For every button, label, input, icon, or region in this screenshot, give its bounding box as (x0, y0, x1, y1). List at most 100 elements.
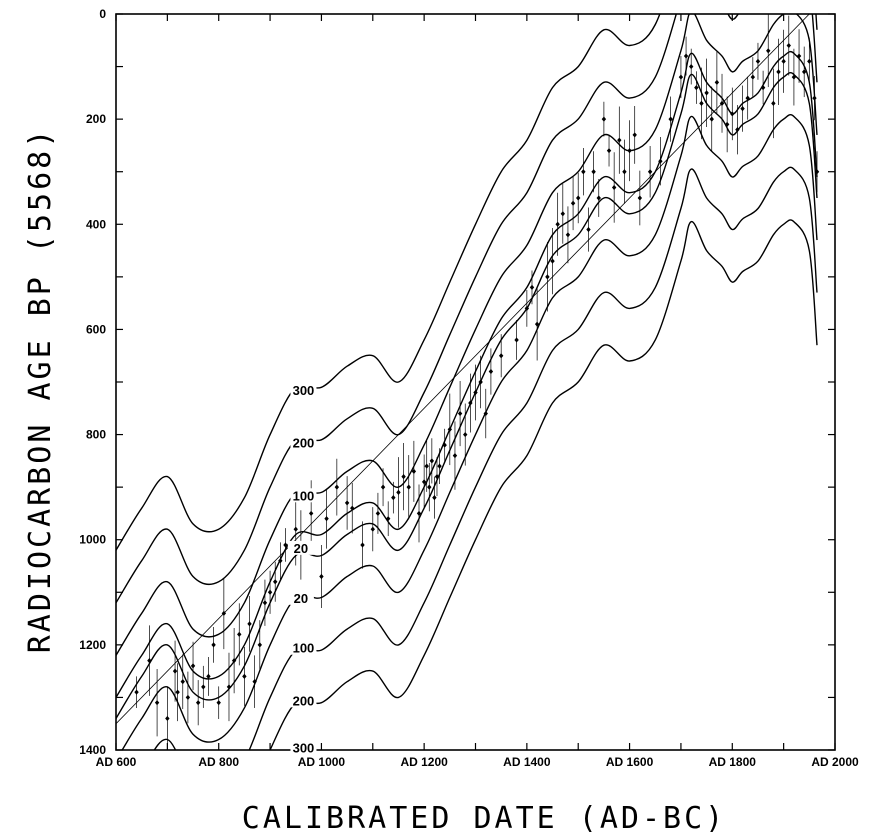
data-point (730, 87, 735, 141)
data-point (262, 579, 268, 626)
calibration-curve-3 (116, 72, 818, 719)
data-point (226, 652, 232, 722)
data-point (796, 29, 802, 83)
reference-line-layer (116, 14, 810, 724)
data-point (514, 319, 519, 360)
data-point (678, 56, 684, 99)
data-point (755, 42, 761, 80)
data-point (237, 603, 242, 666)
data-point (750, 57, 756, 98)
data-point (807, 37, 812, 85)
data-point (745, 76, 750, 120)
data-point (447, 393, 453, 466)
data-point (324, 488, 329, 549)
data-point (406, 455, 411, 520)
data-point (165, 686, 170, 750)
data-point (581, 148, 586, 196)
data-point (421, 454, 427, 510)
data-point (801, 46, 807, 98)
data-point (699, 67, 704, 140)
data-point (391, 481, 396, 514)
y-axis: 0 200 400 600 800 1000 1200 1400 (79, 7, 835, 757)
data-point (463, 403, 468, 466)
data-point-layer (134, 14, 820, 750)
data-point (175, 663, 180, 722)
data-point (632, 106, 637, 164)
data-point (814, 151, 820, 193)
data-point (704, 58, 709, 128)
data-point (457, 380, 463, 447)
y-tick-label: 1200 (79, 638, 106, 652)
calibration-curve-6 (116, 14, 818, 604)
data-point (252, 655, 257, 708)
data-point (709, 86, 714, 152)
data-point (195, 680, 201, 726)
data-point (735, 104, 740, 155)
x-tick-label: AD 1200 (400, 755, 448, 769)
data-point (534, 287, 540, 361)
data-point (483, 388, 488, 439)
x-axis: AD 600 AD 800 AD 1000 AD 1200 AD 1400 AD 1600… (96, 14, 859, 769)
data-point (596, 179, 601, 217)
data-point (154, 669, 160, 737)
curve-label: 200 (293, 693, 315, 708)
calibration-curve-5 (116, 14, 818, 656)
data-point (622, 139, 627, 204)
data-point (437, 448, 442, 484)
data-point (781, 29, 786, 93)
data-point (216, 686, 221, 719)
data-point (545, 242, 550, 312)
data-point (576, 172, 581, 224)
data-point (267, 570, 273, 614)
curve-label: 300 (293, 383, 315, 398)
data-point (760, 70, 766, 105)
data-point (278, 542, 283, 580)
data-point (740, 85, 745, 132)
data-point (442, 428, 447, 462)
data-point (468, 373, 473, 433)
data-point (689, 48, 694, 85)
data-point (211, 626, 216, 663)
data-point (434, 457, 440, 497)
y-tick-label: 800 (86, 428, 106, 442)
data-point (452, 421, 458, 490)
data-point (427, 462, 432, 512)
data-point (771, 68, 776, 139)
data-point (776, 38, 781, 105)
data-point (478, 355, 483, 409)
data-point (683, 36, 689, 76)
data-point (380, 468, 386, 507)
data-point (627, 120, 632, 182)
data-point (344, 476, 350, 530)
data-point (601, 101, 607, 137)
data-point (473, 364, 478, 421)
data-point (429, 438, 435, 484)
curve-label: 100 (293, 641, 315, 656)
data-point (185, 671, 191, 724)
data-point (206, 656, 211, 696)
data-point (147, 625, 152, 696)
data-point (724, 96, 730, 153)
data-point (432, 476, 437, 519)
data-point (560, 183, 566, 244)
data-point (550, 227, 555, 295)
data-point (766, 14, 771, 88)
data-point (411, 440, 417, 502)
x-tick-label: AD 1800 (709, 755, 757, 769)
y-tick-label: 0 (99, 7, 106, 21)
data-point (134, 676, 139, 708)
data-point (555, 192, 560, 256)
data-point (637, 170, 643, 226)
data-point (565, 206, 571, 264)
data-point (257, 620, 262, 670)
y-tick-label: 200 (86, 112, 106, 126)
data-point (401, 442, 406, 511)
data-point (385, 501, 391, 537)
data-point (668, 96, 673, 142)
data-point (396, 457, 401, 528)
data-point (283, 528, 288, 562)
data-point (791, 48, 797, 106)
data-point (524, 290, 530, 327)
data-point (714, 51, 720, 114)
